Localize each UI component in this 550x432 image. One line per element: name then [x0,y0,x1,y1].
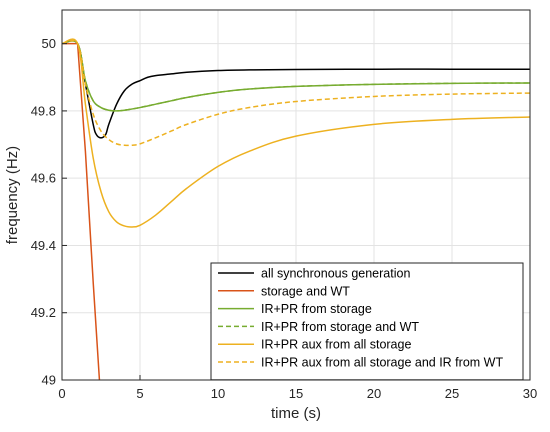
legend-entry: IR+PR from storage and WT [261,320,419,334]
series-line-1 [62,39,530,139]
legend-box [210,262,524,381]
legend-entry: IR+PR from storage [261,302,372,316]
y-tick-label: 50 [42,36,56,51]
legend-entry: storage and WT [261,284,350,298]
y-tick-label: 49.4 [31,238,56,253]
ticks: 0 5 10 15 20 25 30 49 49.2 49.4 49.6 49.8 50 [31,36,538,401]
series-line-4 [62,40,530,112]
legend-entry: all synchronous generation [261,267,410,281]
series-line-5 [62,38,530,228]
legend-entry: IR+PR aux from all storage and IR from W… [261,356,503,370]
legend: all synchronous generation storage and WT… [210,262,524,381]
x-tick-label: 5 [136,386,143,401]
y-tick-label: 49.2 [31,305,56,320]
y-tick-label: 49.6 [31,171,56,186]
y-axis-label: frequency (Hz) [4,146,21,244]
x-tick-label: 25 [445,386,459,401]
x-axis-label: time (s) [271,405,321,422]
x-tick-label: 30 [523,386,537,401]
series-lines [62,38,530,380]
x-tick-label: 20 [367,386,381,401]
legend-entry: IR+PR aux from all storage [261,338,411,352]
x-tick-label: 10 [211,386,225,401]
y-tick-label: 49 [42,373,56,388]
x-tick-label: 0 [58,386,65,401]
x-tick-label: 15 [289,386,303,401]
series-line-6 [62,39,530,147]
y-tick-label: 49.8 [31,103,56,118]
series-line-2 [62,42,101,380]
